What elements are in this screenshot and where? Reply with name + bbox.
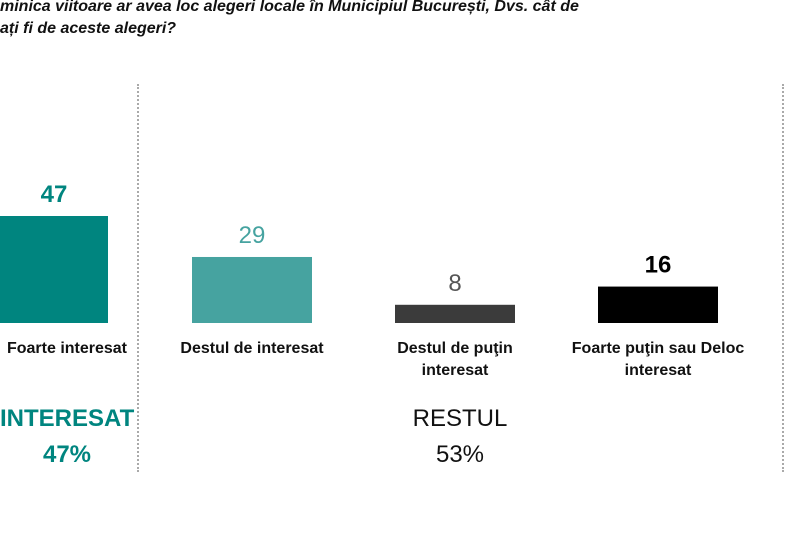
- category-label-2: Destul de puţin interesat: [397, 340, 513, 379]
- data-label-3: 16: [645, 252, 672, 279]
- bar-0: [0, 216, 108, 323]
- group-value-restul: 53%: [435, 441, 485, 468]
- category-label-0: Foarte interesat: [6, 340, 128, 357]
- question-line-2: ați fi de aceste alegeri?: [0, 20, 177, 37]
- question-title: minica viitoare ar avea loc alegeri loca…: [0, 0, 660, 40]
- group-divider: [782, 84, 784, 472]
- group-label-restul: RESTUL: [412, 405, 508, 432]
- group-value-interesat: 47%: [42, 441, 92, 468]
- bar-2: [395, 304, 515, 323]
- data-label-1: 29: [239, 222, 266, 249]
- bar-3: [598, 286, 718, 323]
- data-label-2: 8: [448, 270, 461, 297]
- bar-1: [192, 256, 312, 323]
- group-divider: [137, 84, 139, 472]
- group-label-interesat: INTERESAT: [0, 405, 135, 432]
- data-label-0: 47: [41, 181, 68, 208]
- category-label-3: Foarte puţin sau Deloc interesat: [571, 340, 745, 379]
- question-line-1: minica viitoare ar avea loc alegeri loca…: [0, 0, 579, 15]
- category-label-1: Destul de interesat: [180, 340, 324, 357]
